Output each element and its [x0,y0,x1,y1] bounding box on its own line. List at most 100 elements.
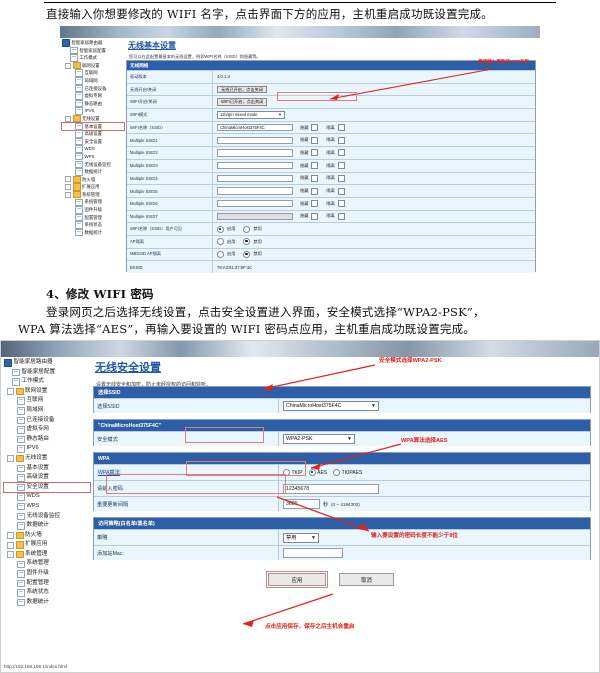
tree-expander[interactable]: - [65,176,71,183]
tree-expander[interactable]: - [65,115,71,122]
sidebar-tree-security[interactable]: 智能家居路由器 智能家居配置 工作模式 - 联网设置 互联网 局域网 已连接设备 虚拟专网 静态路… [3,358,91,608]
sidebar-item-2[interactable]: - 联网设置 [62,61,124,70]
sidebar-item-7[interactable]: 静态路由 [4,435,90,445]
sidebar-item-20[interactable]: 系统管理 [62,198,124,207]
sidebar-item-18[interactable]: - 扩展应用 [4,540,90,550]
hide-checkbox[interactable] [311,149,319,157]
sidebar-item-0[interactable]: 智能家居配置 [4,368,90,378]
sidebar-item-6[interactable]: 虚拟专网 [62,92,124,100]
wpa-algo-radio-aes[interactable] [308,469,316,476]
tree-expander[interactable]: - [65,184,71,191]
row-input[interactable] [217,174,293,183]
radio-disable[interactable] [243,225,251,233]
sidebar-item-21[interactable]: 固件升级 [62,206,124,214]
sidebar-item-6[interactable]: 虚拟专网 [4,425,90,435]
sidebar-item-13[interactable]: WDS [62,145,124,153]
sidebar-item-7[interactable]: 静态路由 [62,99,124,108]
ssid-select[interactable]: ChinaMicroHost375F4C ▼ [283,401,379,411]
tree-expander[interactable]: - [7,388,14,396]
sidebar-item-1[interactable]: 工作模式 [4,377,90,387]
sidebar-item-10[interactable]: 基本设置 [61,121,125,132]
isolate-checkbox[interactable] [337,162,345,170]
sidebar-item-5[interactable]: 已连接设备 [4,416,90,426]
tree-expander[interactable]: - [65,191,71,198]
isolate-checkbox[interactable] [337,200,345,208]
sidebar-item-12[interactable]: 安全设置 [62,137,124,146]
radio-disable[interactable] [243,238,251,246]
sidebar-item-17[interactable]: - 防火墙 [4,531,90,541]
sidebar-item-15[interactable]: 无线设备监控 [62,160,124,169]
policy-select[interactable]: 禁用 ▼ [283,532,319,543]
sidebar-item-10[interactable]: 基本设置 [4,464,90,474]
row-input[interactable] [217,212,293,221]
hide-checkbox[interactable] [311,200,319,208]
row-input[interactable] [217,149,293,157]
row-input[interactable] [217,161,293,170]
sidebar-item-24[interactable]: 数据统计 [62,228,124,237]
sidebar-item-24[interactable]: 数据统计 [4,598,90,608]
isolate-checkbox[interactable] [337,124,345,132]
sidebar-item-8[interactable]: IPV6 [62,107,124,115]
row-input[interactable] [217,199,293,208]
sidebar-tree-basic[interactable]: 智能家居路由器 智能家居配置 工作模式 - 联网设置 互联网 局域网 已连接设备 虚拟专网 静态路… [61,39,125,237]
sidebar-item-9[interactable]: - 无线设置 [62,114,124,123]
hide-checkbox[interactable] [311,212,319,220]
sidebar-item-14[interactable]: WPS [4,502,90,512]
row-toggle-button[interactable]: WIFI已开启，点击关闭 [217,98,268,106]
row-input[interactable] [217,187,293,195]
sidebar-item-5[interactable]: 已连接设备 [62,84,124,93]
sidebar-item-root[interactable]: 智能家居路由器 [62,39,124,47]
hide-checkbox[interactable] [311,136,319,144]
wpa-algo-label[interactable]: WPA算法 [97,469,121,476]
sidebar-item-23[interactable]: 系统状态 [4,588,90,598]
sidebar-item-19[interactable]: - 系统管理 [4,550,90,560]
sidebar-item-16[interactable]: 数据统计 [62,168,124,176]
isolate-checkbox[interactable] [337,149,345,157]
tree-expander[interactable]: - [65,62,71,69]
sidebar-item-9[interactable]: - 无线设置 [4,454,90,464]
tree-expander[interactable]: - [7,541,14,549]
sidebar-item-11[interactable]: 高级设置 [4,473,90,483]
apply-button[interactable]: 应用 [268,573,326,586]
sidebar-item-20[interactable]: 系统管理 [4,559,90,569]
hide-checkbox[interactable] [311,162,319,170]
sidebar-item-19[interactable]: - 系统管理 [62,190,124,199]
sidebar-item-17[interactable]: - 防火墙 [62,175,124,184]
row-input[interactable] [217,136,293,145]
sidebar-item-22[interactable]: 配置管理 [4,579,90,589]
renew-interval-input[interactable]: 3600 [283,499,320,509]
sidebar-item-13[interactable]: WDS [4,492,90,502]
sidebar-item-21[interactable]: 固件升级 [4,569,90,579]
sidebar-item-16[interactable]: 数据统计 [4,521,90,531]
sidebar-item-1[interactable]: 工作模式 [62,54,124,62]
sidebar-item-3[interactable]: 互联网 [62,69,124,77]
sidebar-item-22[interactable]: 配置管理 [62,213,124,222]
sidebar-item-8[interactable]: IPV6 [4,444,90,454]
sidebar-item-4[interactable]: 局域网 [4,406,90,416]
cancel-button[interactable]: 取消 [339,573,394,586]
row-toggle-button[interactable]: 无线已开启，点击关闭 [217,85,267,94]
security-mode-select[interactable]: WPA2-PSK ▼ [283,434,355,444]
sidebar-item-12[interactable]: 安全设置 [3,481,91,494]
sidebar-item-15[interactable]: 无线设备监控 [4,512,90,522]
isolate-checkbox[interactable] [337,212,345,220]
tree-expander[interactable]: - [7,551,14,559]
radio-enable[interactable] [217,238,224,246]
add-mac-input[interactable] [283,548,343,558]
radio-enable[interactable] [217,250,224,258]
sidebar-item-11[interactable]: 高级设置 [62,130,124,138]
isolate-checkbox[interactable] [337,174,345,182]
password-input[interactable]: 12345678 [283,483,379,494]
hide-checkbox[interactable] [311,187,319,195]
wpa-algo-radio-tkipaes[interactable] [333,469,341,476]
tree-expander[interactable]: - [7,455,14,463]
sidebar-item-4[interactable]: 局域网 [62,77,124,85]
tree-expander[interactable]: - [7,531,14,539]
sidebar-item-2[interactable]: - 联网设置 [4,387,90,397]
isolate-checkbox[interactable] [337,136,345,144]
hide-checkbox[interactable] [311,124,319,132]
radio-enable[interactable] [217,225,224,233]
sidebar-item-0[interactable]: 智能家居配置 [62,46,124,55]
radio-disable[interactable] [243,250,251,258]
isolate-checkbox[interactable] [337,187,345,195]
